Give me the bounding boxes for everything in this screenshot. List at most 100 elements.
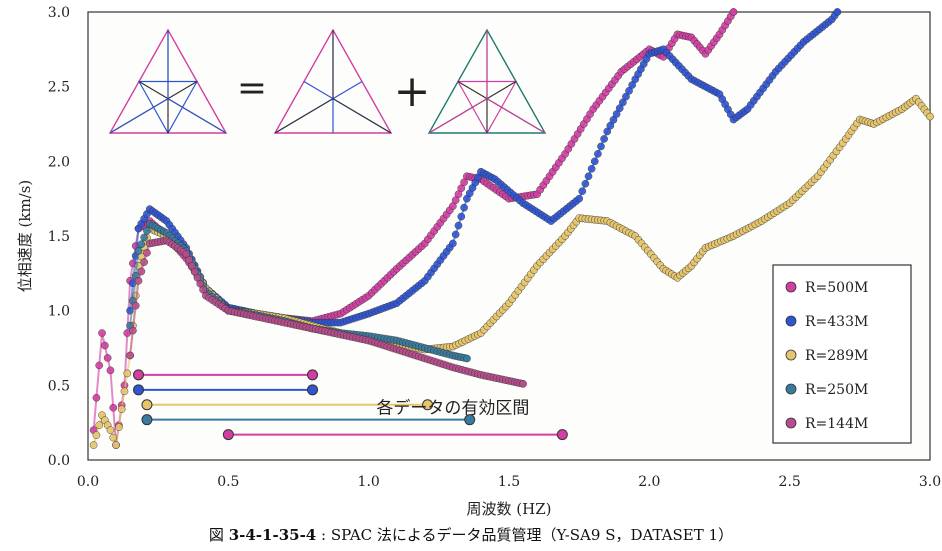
caption-prefix: 図	[208, 526, 224, 544]
valid-range-r-250m	[141, 414, 476, 426]
x-tick-label: 0.0	[77, 474, 99, 490]
legend: R=500M R=433M R=289M R=250M R=144M	[772, 264, 912, 444]
triangle-spoke	[428, 98, 488, 134]
x-tick-label: 1.0	[358, 474, 380, 490]
data-point	[140, 233, 148, 242]
y-tick-label: 3.0	[48, 5, 70, 21]
data-point	[143, 226, 151, 235]
x-tick-label: 2.0	[638, 474, 660, 490]
data-point	[95, 361, 104, 370]
data-point	[460, 203, 468, 212]
data-point	[575, 194, 584, 203]
data-point	[106, 366, 115, 375]
legend-label: R=250M	[805, 382, 868, 398]
data-point	[106, 426, 115, 434]
legend-label: R=289M	[805, 348, 868, 364]
triangle-diagram	[273, 28, 393, 134]
triangle-spoke	[332, 98, 392, 134]
data-point	[600, 135, 608, 143]
data-point	[454, 221, 463, 230]
data-point	[590, 157, 599, 166]
data-point	[126, 351, 134, 360]
legend-label: R=433M	[805, 314, 868, 330]
data-point	[117, 405, 126, 414]
y-tick-label: 1.5	[48, 229, 70, 245]
triangle-diagram	[108, 28, 228, 135]
series-r-144m	[126, 236, 527, 388]
data-point	[98, 329, 106, 337]
legend-marker	[785, 315, 797, 327]
data-point	[463, 354, 471, 363]
triangle-spoke	[274, 98, 334, 134]
legend-marker	[785, 349, 797, 361]
data-point	[587, 164, 596, 173]
legend-label: R=144M	[805, 416, 868, 432]
data-point	[95, 421, 104, 430]
phase-velocity-chart: = + 各データの有効区間 R=500MR=433MR=289MR=250MR=1…	[16, 5, 941, 518]
data-point	[729, 8, 738, 16]
data-point	[100, 341, 109, 350]
triangle-spoke	[486, 98, 546, 134]
data-point	[89, 441, 98, 449]
range-end-marker	[556, 429, 568, 441]
data-point	[103, 354, 112, 362]
data-point	[134, 276, 143, 285]
range-end-marker	[307, 384, 319, 396]
data-point	[129, 326, 137, 335]
data-point	[123, 369, 132, 378]
triangle-inset: = +	[108, 28, 547, 135]
data-point	[451, 230, 460, 239]
legend-marker	[785, 417, 797, 429]
x-tick-label: 0.5	[217, 474, 239, 490]
data-point	[597, 142, 605, 151]
data-point	[140, 258, 148, 266]
data-point	[578, 187, 587, 196]
legend-marker	[785, 281, 797, 293]
data-series	[89, 8, 934, 449]
valid-range-r-500m	[133, 369, 319, 381]
data-point	[833, 8, 842, 16]
valid-range-r-433m	[133, 384, 319, 396]
valid-range-r-289m	[141, 399, 434, 411]
range-start-marker	[133, 384, 145, 396]
range-start-marker	[141, 414, 153, 426]
y-axis-label: 位相速度 (km/s)	[16, 180, 34, 293]
valid-ranges: 各データの有効区間	[133, 369, 568, 441]
range-end-marker	[422, 399, 434, 411]
data-point	[926, 112, 934, 121]
x-tick-label: 1.5	[498, 474, 520, 490]
range-end-marker	[307, 369, 319, 381]
data-point	[143, 248, 151, 257]
data-point	[581, 179, 590, 188]
range-start-marker	[133, 369, 145, 381]
data-point	[112, 441, 120, 449]
valid-range-r-144m	[222, 429, 568, 441]
data-point	[115, 423, 123, 431]
legend-marker	[785, 383, 797, 395]
y-tick-label: 2.0	[48, 154, 70, 170]
data-point	[131, 301, 140, 310]
valid-range-annotation: 各データの有効区間	[376, 398, 529, 419]
data-point	[134, 247, 143, 255]
data-point	[109, 403, 118, 412]
equals-symbol: =	[237, 68, 267, 109]
caption-text: : SPAC 法によるデータ品質管理（Y-SA9 S，DATASET 1）	[321, 526, 734, 544]
data-point	[92, 393, 101, 402]
axis-labels: 0.0 0.5 1.0 1.5 2.0 2.5 3.0 0.0 0.5 1.0 1.5 2.0 2.5 3…	[16, 5, 941, 518]
x-tick-label: 3.0	[919, 474, 941, 490]
caption-number: 3-4-1-35-4	[228, 526, 317, 544]
y-tick-label: 2.5	[48, 80, 70, 96]
figure-caption: 図 3-4-1-35-4 : SPAC 法によるデータ品質管理（Y-SA9 S，…	[0, 524, 942, 545]
plus-symbol: +	[394, 66, 431, 117]
data-point	[449, 239, 457, 248]
triangle-spoke	[167, 98, 227, 134]
data-point	[584, 172, 593, 181]
legend-label: R=500M	[805, 280, 868, 296]
range-start-marker	[222, 429, 234, 441]
y-tick-label: 1.0	[48, 304, 70, 320]
y-tick-label: 0.0	[48, 453, 70, 469]
data-point	[137, 240, 146, 249]
triangle-diagram	[427, 28, 547, 135]
y-tick-label: 0.5	[48, 378, 70, 394]
